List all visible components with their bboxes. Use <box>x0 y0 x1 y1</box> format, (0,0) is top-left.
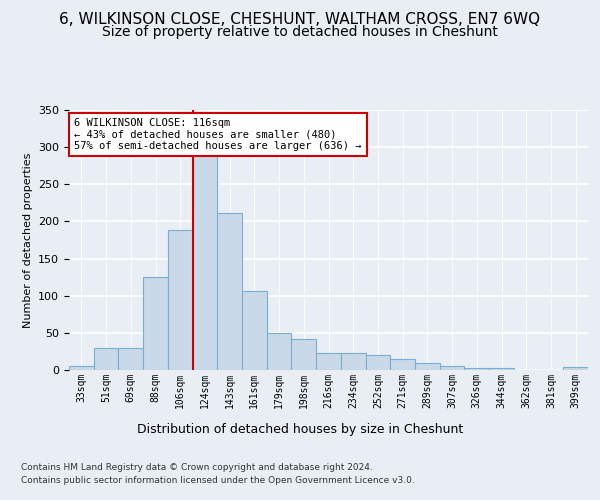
Bar <box>242 290 267 370</box>
Text: Distribution of detached houses by size in Cheshunt: Distribution of detached houses by size … <box>137 422 463 436</box>
Bar <box>415 362 440 370</box>
Text: 6, WILKINSON CLOSE, CHESHUNT, WALTHAM CROSS, EN7 6WQ: 6, WILKINSON CLOSE, CHESHUNT, WALTHAM CR… <box>59 12 541 28</box>
Bar <box>365 355 390 370</box>
Text: Contains public sector information licensed under the Open Government Licence v3: Contains public sector information licen… <box>21 476 415 485</box>
Bar <box>440 366 464 370</box>
Bar <box>143 277 168 370</box>
Text: Contains HM Land Registry data © Crown copyright and database right 2024.: Contains HM Land Registry data © Crown c… <box>21 462 373 471</box>
Bar <box>217 212 242 370</box>
Bar <box>489 368 514 370</box>
Bar <box>118 348 143 370</box>
Bar <box>464 368 489 370</box>
Y-axis label: Number of detached properties: Number of detached properties <box>23 152 32 328</box>
Text: Size of property relative to detached houses in Cheshunt: Size of property relative to detached ho… <box>102 25 498 39</box>
Bar <box>168 230 193 370</box>
Bar <box>341 353 365 370</box>
Bar <box>69 366 94 370</box>
Bar <box>563 367 588 370</box>
Bar <box>267 333 292 370</box>
Bar <box>390 359 415 370</box>
Bar <box>94 348 118 370</box>
Bar <box>193 152 217 370</box>
Bar <box>316 353 341 370</box>
Text: 6 WILKINSON CLOSE: 116sqm
← 43% of detached houses are smaller (480)
57% of semi: 6 WILKINSON CLOSE: 116sqm ← 43% of detac… <box>74 118 362 151</box>
Bar <box>292 339 316 370</box>
